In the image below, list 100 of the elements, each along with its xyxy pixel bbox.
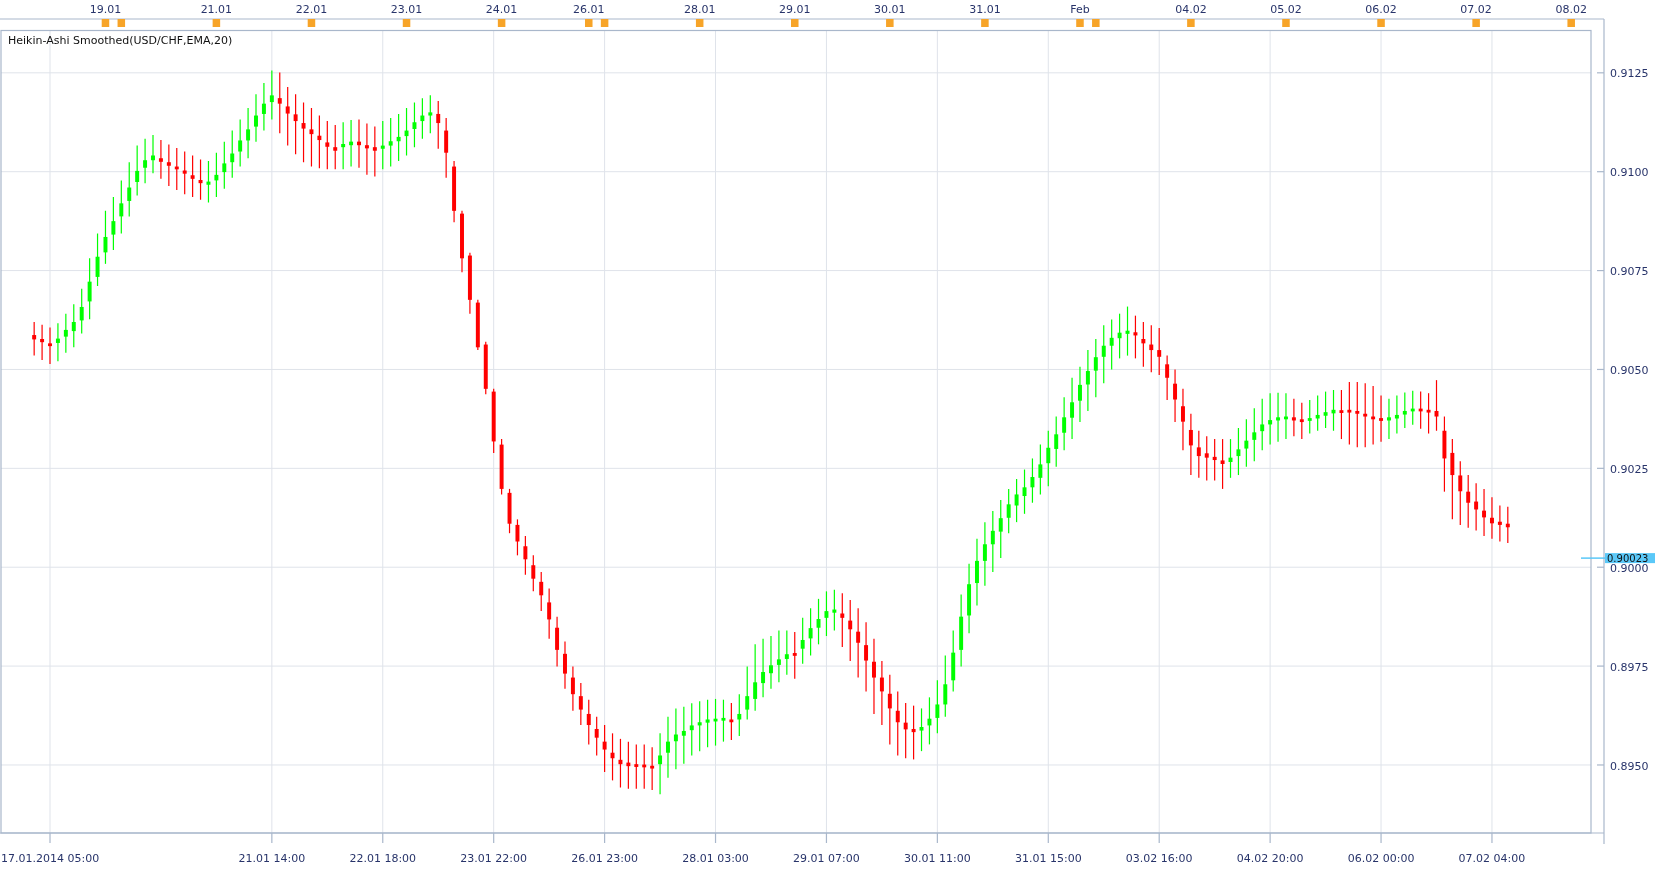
candlestick [1006,488,1011,534]
candlestick [539,571,544,612]
candlestick [578,682,583,726]
candlestick [658,732,663,795]
candlestick [832,589,837,632]
candlestick [1339,389,1344,440]
candlestick [1220,438,1225,490]
candlestick [158,139,163,180]
candlestick [1212,438,1217,482]
candlestick [1252,407,1257,462]
x-tick-label: 26.01 [573,3,605,16]
candlestick [1101,324,1106,384]
x-tick-label: 28.01 [683,3,716,16]
candlestick [872,638,876,715]
y-tick-label: 0.9025 [1610,462,1649,476]
y-tick-label: 0.9100 [1610,166,1649,180]
candlestick [919,707,924,752]
x-tick-label: 31.01 15:00 [1014,852,1082,865]
candlestick [444,117,449,179]
candlestick [745,665,750,721]
x-tick-label: 22.01 18:00 [349,852,417,865]
candlestick [998,499,1003,559]
candlestick [975,538,979,607]
candlestick [206,160,211,204]
candlestick [436,100,441,150]
candlestick [182,150,187,195]
candlestick [1347,381,1352,446]
candlestick [1363,382,1368,448]
candlestick [1379,394,1384,443]
y-tick-label: 0.9125 [1610,67,1649,81]
x-tick-label: 03.02 16:00 [1125,852,1193,865]
candlestick [515,518,520,556]
candlestick [1450,438,1455,520]
candlestick [1085,349,1090,412]
candlestick [935,679,940,734]
candlestick [1046,430,1051,487]
x-tick-label: 30.01 11:00 [904,852,971,865]
candlestick [71,303,76,348]
y-tick-label: 0.9075 [1610,265,1649,279]
candlestick [254,93,258,143]
candlestick [737,693,742,737]
y-tick-label: 0.8950 [1610,759,1649,773]
candlestick [689,702,694,757]
candlestick [230,129,235,179]
candlestick [277,71,282,134]
candlestick [531,554,536,592]
candlestick [610,732,615,781]
x-tick-label: 29.01 [779,3,811,16]
candlestick [1458,460,1463,526]
candlestick [412,101,417,148]
candlestick [1070,377,1075,440]
candlestick [1276,392,1281,443]
candlestick [151,134,155,174]
candlestick [1188,413,1193,476]
candlestick [1355,381,1360,448]
candlestick [1466,474,1471,529]
candlestick [586,699,591,745]
candlestick [1078,366,1082,423]
x-tick-label: 06.02 [1365,3,1397,16]
candlestick [808,607,813,657]
candlestick [325,120,330,170]
candlestick [1109,319,1114,371]
candlestick [982,521,987,587]
candlestick [380,120,385,170]
candlestick [1386,398,1391,440]
candlestick [1141,321,1146,368]
candlestick [800,617,805,665]
candlestick [1149,324,1154,373]
candlestick [864,621,869,693]
y-tick-label: 0.9000 [1610,561,1649,575]
candlestick [261,82,266,132]
x-tick-label: 22.01 [295,3,328,16]
candlestick [1315,394,1320,432]
candlestick [1180,388,1185,451]
candlestick [1030,457,1035,504]
candlestick [1299,402,1304,440]
candlestick [887,674,892,745]
candlestick [1497,504,1502,543]
candlestick [166,143,171,187]
y-tick-label: 0.8975 [1610,660,1649,674]
y-tick-label: 0.9050 [1610,364,1649,378]
x-tick-label: 29.01 07:00 [793,852,860,865]
candlestick [697,700,702,752]
candlestick [784,629,789,676]
candlestick [198,158,203,201]
x-tick-label: 23.01 [390,3,423,16]
x-tick-label: 07.02 [1460,3,1492,16]
candlestick [602,724,607,773]
candlestick [570,665,575,712]
candlestick [1474,482,1479,532]
ref-line-label: 0.90023 [1607,552,1649,564]
x-tick-label: 24.01 [485,3,518,16]
candlestick [420,97,425,140]
candlestick [721,699,726,743]
candlestick [848,599,853,662]
candlestick [246,107,251,159]
candlestick [911,705,916,761]
x-tick-label: 21.01 [200,3,233,16]
x-tick-label: 06.02 00:00 [1347,852,1415,865]
x-tick-label: 19.01 [89,3,122,16]
